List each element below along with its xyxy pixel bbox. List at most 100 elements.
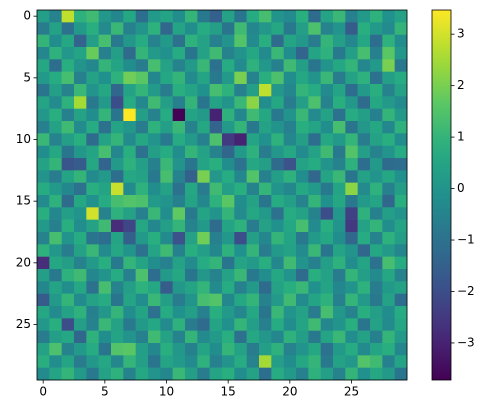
cell (271, 244, 284, 257)
cell (382, 219, 395, 233)
cell (172, 355, 186, 368)
cell (61, 84, 75, 97)
cell (370, 158, 383, 171)
cell (222, 158, 235, 171)
cell (308, 47, 321, 60)
cell (197, 71, 210, 85)
cell (111, 219, 124, 233)
cell (308, 269, 321, 282)
cell (61, 158, 75, 171)
cell (209, 195, 223, 208)
cell (135, 96, 149, 109)
cell (49, 232, 62, 245)
cell (185, 182, 198, 196)
cell (209, 182, 223, 196)
colorbar-tick-label: 1 (457, 130, 465, 144)
cell (209, 306, 223, 319)
cell (135, 158, 149, 171)
cell (123, 96, 136, 109)
cell (98, 47, 112, 60)
cell (172, 170, 186, 183)
cell (222, 269, 235, 282)
cell (234, 96, 247, 109)
cell (345, 182, 358, 196)
cell (74, 293, 87, 307)
cell (111, 269, 124, 282)
cell (271, 145, 284, 159)
cell (234, 281, 247, 294)
cell (370, 182, 383, 196)
cell (160, 330, 173, 344)
cell (197, 47, 210, 60)
cell (148, 195, 161, 208)
cell (345, 34, 358, 48)
cell (209, 71, 223, 85)
cell (320, 256, 334, 270)
cell (209, 244, 223, 257)
cell (222, 182, 235, 196)
cell (185, 281, 198, 294)
cell (49, 195, 62, 208)
cell (209, 96, 223, 109)
cell (222, 219, 235, 233)
cell (296, 355, 309, 368)
cell (123, 207, 136, 220)
cell (370, 96, 383, 109)
cell (148, 343, 161, 356)
cell (222, 108, 235, 122)
cell (246, 34, 260, 48)
cell (123, 59, 136, 72)
cell (160, 34, 173, 48)
cell (74, 219, 87, 233)
cell (111, 108, 124, 122)
cell (185, 256, 198, 270)
cell (345, 244, 358, 257)
colorbar (431, 9, 452, 381)
cell (123, 170, 136, 183)
cell (37, 22, 50, 35)
cell (357, 10, 371, 23)
cell (49, 59, 62, 72)
cell (123, 355, 136, 368)
cell (98, 318, 112, 331)
cell (345, 145, 358, 159)
y-tick-label: 10 (16, 132, 31, 146)
cell (259, 318, 272, 331)
cell (357, 182, 371, 196)
cell (394, 121, 408, 134)
cell (148, 47, 161, 60)
cell (197, 59, 210, 72)
cell (37, 108, 50, 122)
cell (246, 59, 260, 72)
cell (61, 59, 75, 72)
cell (98, 269, 112, 282)
cell (333, 293, 346, 307)
cell (222, 34, 235, 48)
cell (333, 367, 346, 381)
cell (160, 195, 173, 208)
cell (370, 59, 383, 72)
cell (345, 96, 358, 109)
cell (308, 195, 321, 208)
cell (172, 182, 186, 196)
cell (246, 84, 260, 97)
cell (172, 158, 186, 171)
cell (320, 59, 334, 72)
cell (86, 158, 99, 171)
cell (308, 121, 321, 134)
cell (357, 293, 371, 307)
cell (37, 244, 50, 257)
cell (382, 355, 395, 368)
cell (283, 195, 297, 208)
cell (271, 195, 284, 208)
cell (222, 10, 235, 23)
cell (185, 244, 198, 257)
cell (333, 10, 346, 23)
cell (370, 318, 383, 331)
cell (123, 318, 136, 331)
cell (86, 244, 99, 257)
cell (86, 121, 99, 134)
cell (185, 343, 198, 356)
cell (111, 71, 124, 85)
